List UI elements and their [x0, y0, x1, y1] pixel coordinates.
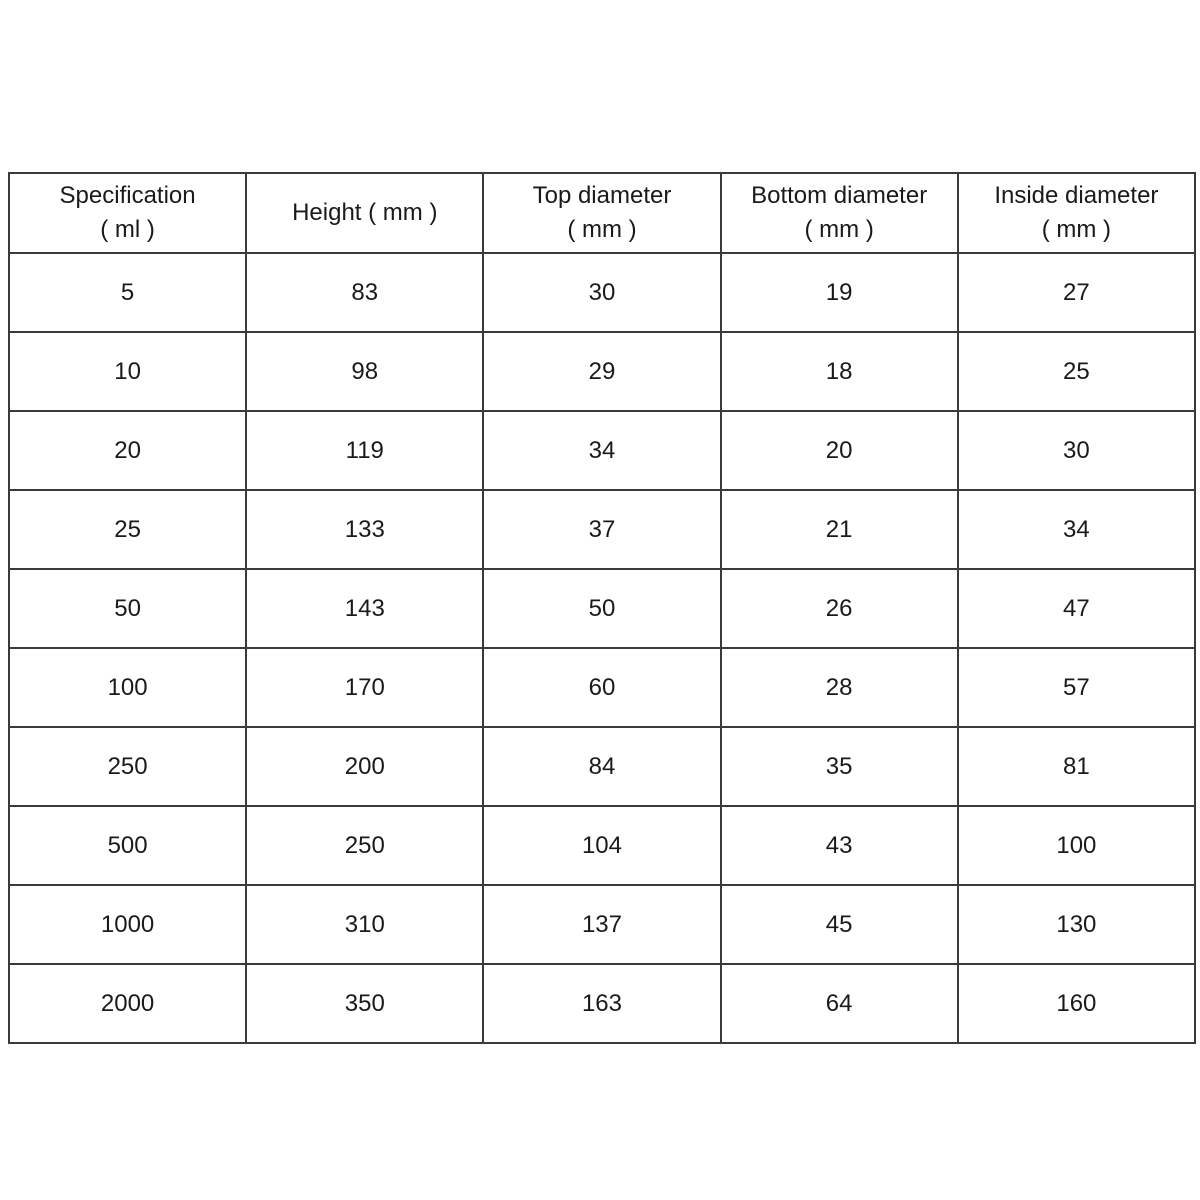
- table-cell: 98: [245, 331, 485, 412]
- table-cell: 29: [482, 331, 722, 412]
- table-cell: 84: [482, 726, 722, 807]
- table-cell: 25: [7, 489, 248, 570]
- table-cell: 250: [245, 805, 485, 886]
- column-header: Height ( mm ): [245, 172, 485, 254]
- table-cell: 104: [482, 805, 722, 886]
- table-cell: 137: [482, 884, 722, 965]
- table-cell: 133: [245, 489, 485, 570]
- table-cell: 37: [482, 489, 722, 570]
- header-row: Specification ( ml ) Height ( mm ) Top diam…: [7, 172, 1197, 254]
- table-row: 100 170 60 28 57: [7, 647, 1197, 728]
- column-header-unit: ( ml ): [100, 216, 155, 243]
- table-cell: 20: [7, 410, 248, 491]
- table-cell: 34: [482, 410, 722, 491]
- table-cell: 100: [956, 805, 1197, 886]
- table-cell: 2000: [7, 963, 248, 1044]
- table-cell: 10: [7, 331, 248, 412]
- table-row: 25 133 37 21 34: [7, 489, 1197, 570]
- table-row: 2000 350 163 64 160: [7, 963, 1197, 1044]
- table-cell: 45: [719, 884, 959, 965]
- table-row: 500 250 104 43 100: [7, 805, 1197, 886]
- table-cell: 100: [7, 647, 248, 728]
- column-header: Specification ( ml ): [7, 172, 248, 254]
- table-cell: 21: [719, 489, 959, 570]
- table-row: 1000 310 137 45 130: [7, 884, 1197, 965]
- table-cell: 5: [7, 252, 248, 333]
- table-cell: 81: [956, 726, 1197, 807]
- table-row: 250 200 84 35 81: [7, 726, 1197, 807]
- table-cell: 18: [719, 331, 959, 412]
- table-cell: 500: [7, 805, 248, 886]
- column-header-label: Height ( mm ): [292, 199, 438, 226]
- column-header-unit: ( mm ): [1041, 216, 1112, 243]
- table-cell: 20: [719, 410, 959, 491]
- column-header-label: Bottom diameter: [751, 182, 928, 209]
- table-cell: 310: [245, 884, 485, 965]
- table-row: 20 119 34 20 30: [7, 410, 1197, 491]
- column-header: Inside diameter ( mm ): [956, 172, 1197, 254]
- column-header-label: Inside diameter: [994, 182, 1159, 209]
- column-header: Bottom diameter ( mm ): [719, 172, 959, 254]
- table-cell: 25: [956, 331, 1197, 412]
- column-header-unit: ( mm ): [804, 216, 874, 243]
- column-header-label: Top diameter: [532, 182, 672, 209]
- table-cell: 34: [956, 489, 1197, 570]
- table-cell: 57: [956, 647, 1197, 728]
- table-cell: 119: [245, 410, 485, 491]
- table-cell: 30: [956, 410, 1197, 491]
- table-cell: 60: [482, 647, 722, 728]
- table-cell: 28: [719, 647, 959, 728]
- table-cell: 160: [956, 963, 1197, 1044]
- table-cell: 130: [956, 884, 1197, 965]
- table-cell: 50: [482, 568, 722, 649]
- table-row: 10 98 29 18 25: [7, 331, 1197, 412]
- table-cell: 50: [7, 568, 248, 649]
- table-cell: 163: [482, 963, 722, 1044]
- column-header-label: Specification: [59, 182, 196, 209]
- table-cell: 47: [956, 568, 1197, 649]
- column-header: Top diameter ( mm ): [482, 172, 722, 254]
- table-cell: 19: [719, 252, 959, 333]
- table-cell: 30: [482, 252, 722, 333]
- table-cell: 43: [719, 805, 959, 886]
- column-header-unit: ( mm ): [567, 216, 637, 243]
- table-cell: 350: [245, 963, 485, 1044]
- table-row: 50 143 50 26 47: [7, 568, 1197, 649]
- table-row: 5 83 30 19 27: [7, 252, 1197, 333]
- table-cell: 1000: [7, 884, 248, 965]
- table-cell: 200: [245, 726, 485, 807]
- specification-table: Specification ( ml ) Height ( mm ) Top diam…: [7, 172, 1197, 1044]
- table-cell: 143: [245, 568, 485, 649]
- table-cell: 35: [719, 726, 959, 807]
- table-cell: 27: [956, 252, 1197, 333]
- table-cell: 83: [245, 252, 485, 333]
- table-cell: 26: [719, 568, 959, 649]
- table-cell: 170: [245, 647, 485, 728]
- table-cell: 250: [7, 726, 248, 807]
- table-cell: 64: [719, 963, 959, 1044]
